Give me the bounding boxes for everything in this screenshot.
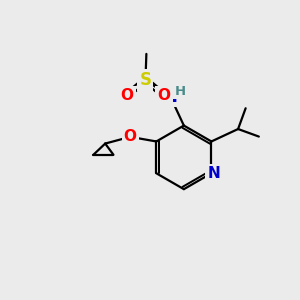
Text: S: S bbox=[140, 71, 152, 89]
Text: O: O bbox=[158, 88, 170, 103]
Text: H: H bbox=[175, 85, 186, 98]
Text: N: N bbox=[207, 166, 220, 181]
Text: O: O bbox=[121, 88, 134, 103]
Text: O: O bbox=[124, 129, 137, 144]
Text: N: N bbox=[164, 90, 177, 105]
